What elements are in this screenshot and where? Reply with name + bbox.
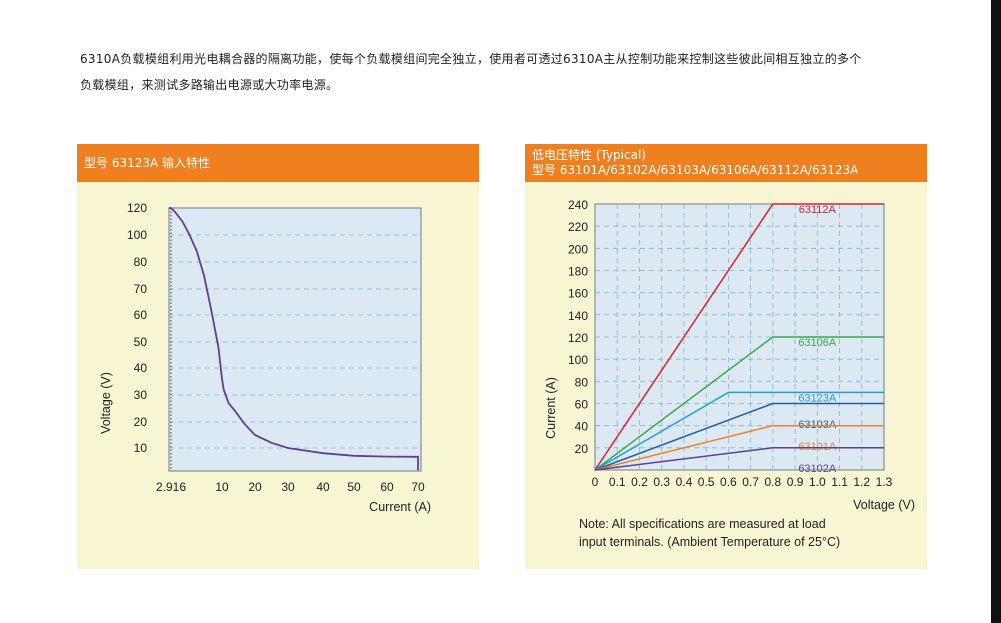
series-line-63106A bbox=[594, 336, 884, 471]
y-tick-label: 100 bbox=[568, 353, 588, 367]
y-tick-label: 10 bbox=[134, 441, 148, 455]
y-tick-label: 20 bbox=[134, 415, 148, 429]
x-tick-label: 0.7 bbox=[742, 475, 759, 489]
y-tick-label: 70 bbox=[134, 282, 148, 296]
series-label-63112A: 63112A bbox=[799, 204, 837, 216]
series-line-63123A bbox=[594, 391, 884, 471]
y-axis-label: Current (A) bbox=[544, 377, 558, 439]
y-tick-label: 60 bbox=[134, 308, 148, 322]
panel-title: 低电压特性 (Typical) bbox=[532, 148, 646, 162]
x-tick-label: 30 bbox=[281, 480, 295, 494]
y-tick-label: 80 bbox=[134, 255, 148, 269]
x-tick-label: 1.2 bbox=[853, 475, 870, 489]
x-tick-label: 0 bbox=[592, 475, 599, 489]
panel-header: 型号 63123A 输入特性 bbox=[77, 144, 479, 182]
y-tick-label: 180 bbox=[568, 265, 588, 279]
series-label-63103A: 63103A bbox=[798, 419, 837, 431]
y-tick-label: 200 bbox=[568, 242, 588, 256]
x-tick-label: 0.4 bbox=[676, 475, 693, 489]
x-axis-label: Voltage (V) bbox=[853, 498, 915, 512]
x-tick-label: 0.3 bbox=[653, 475, 670, 489]
y-tick-label: 40 bbox=[575, 420, 589, 434]
y-tick-label: 80 bbox=[575, 375, 589, 389]
series-line-63123A bbox=[169, 207, 419, 471]
x-tick-label: 2.916 bbox=[156, 480, 186, 494]
window-edge bbox=[991, 0, 1001, 623]
y-tick-label: 120 bbox=[127, 201, 147, 215]
x-tick-label: 20 bbox=[248, 480, 262, 494]
panel-subtitle: 型号 63101A/63102A/63103A/63106A/63112A/63… bbox=[532, 163, 859, 177]
y-tick-label: 20 bbox=[575, 442, 589, 456]
series-line-63103A bbox=[594, 402, 884, 471]
x-tick-label: 1.1 bbox=[831, 475, 848, 489]
x-tick-label: 0.2 bbox=[631, 475, 648, 489]
series-label-63106A: 63106A bbox=[798, 337, 837, 349]
series-label-63102A: 63102A bbox=[798, 463, 837, 475]
input-characteristics-chart: 120 100 80 70 60 50 40 30 20 10 2.916 10 20 30 40 50 60 7… bbox=[99, 201, 431, 514]
low-voltage-chart: 0 0.1 0.2 0.3 0.4 0.5 0.6 0.7 0.8 0.9 1.0 1.1 1.2 1.3… bbox=[544, 198, 915, 512]
x-tick-label: 0.5 bbox=[698, 475, 715, 489]
note-line-1: Note: All specifications are measured at… bbox=[579, 517, 826, 531]
plot-area bbox=[168, 207, 422, 472]
x-tick-label: 50 bbox=[347, 480, 361, 494]
x-tick-label: 0.1 bbox=[609, 475, 626, 489]
y-tick-label: 160 bbox=[568, 287, 588, 301]
intro-line-2: 负载模组，来测试多路输出电源或大功率电源。 bbox=[80, 78, 339, 92]
x-tick-label: 0.8 bbox=[765, 475, 782, 489]
y-tick-label: 220 bbox=[568, 220, 588, 234]
y-tick-label: 240 bbox=[568, 198, 588, 212]
x-tick-label: 1.0 bbox=[809, 475, 826, 489]
panel-header: 低电压特性 (Typical) 型号 63101A/63102A/63103A/… bbox=[525, 144, 927, 182]
intro-paragraph: 6310A负载模组利用光电耦合器的隔离功能，使每个负载模组间完全独立，使用者可透… bbox=[80, 46, 950, 98]
x-tick-label: 40 bbox=[316, 480, 330, 494]
low-voltage-panel: 低电压特性 (Typical) 型号 63101A/63102A/63103A/… bbox=[525, 144, 927, 569]
input-characteristics-panel: 型号 63123A 输入特性 120 100 80 70 60 50 40 30 20 10 2.9… bbox=[77, 144, 479, 569]
y-tick-label: 30 bbox=[134, 388, 148, 402]
y-tick-label: 60 bbox=[575, 398, 589, 412]
y-axis-label: Voltage (V) bbox=[99, 372, 113, 434]
x-axis-label: Current (A) bbox=[369, 500, 431, 514]
intro-line-1: 6310A负载模组利用光电耦合器的隔离功能，使每个负载模组间完全独立，使用者可透… bbox=[80, 52, 862, 66]
note-text: Note: All specifications are measured at… bbox=[579, 515, 840, 551]
x-tick-label: 70 bbox=[411, 480, 425, 494]
x-tick-label: 0.6 bbox=[720, 475, 737, 489]
y-tick-label: 40 bbox=[134, 361, 148, 375]
x-tick-label: 0.9 bbox=[787, 475, 804, 489]
y-tick-label: 100 bbox=[127, 228, 147, 242]
series-line-63101A bbox=[594, 424, 884, 471]
series-line-63112A bbox=[594, 203, 884, 471]
panel-title: 型号 63123A 输入特性 bbox=[84, 155, 211, 170]
x-tick-label: 1.3 bbox=[876, 475, 893, 489]
y-tick-label: 50 bbox=[134, 335, 148, 349]
y-tick-label: 140 bbox=[568, 309, 588, 323]
y-tick-label: 120 bbox=[568, 331, 588, 345]
series-label-63123A: 63123A bbox=[798, 392, 837, 404]
series-line-63102A bbox=[594, 447, 884, 471]
note-line-2: input terminals. (Ambient Temperature of… bbox=[579, 535, 841, 549]
x-tick-label: 10 bbox=[215, 480, 229, 494]
x-tick-label: 60 bbox=[380, 480, 394, 494]
